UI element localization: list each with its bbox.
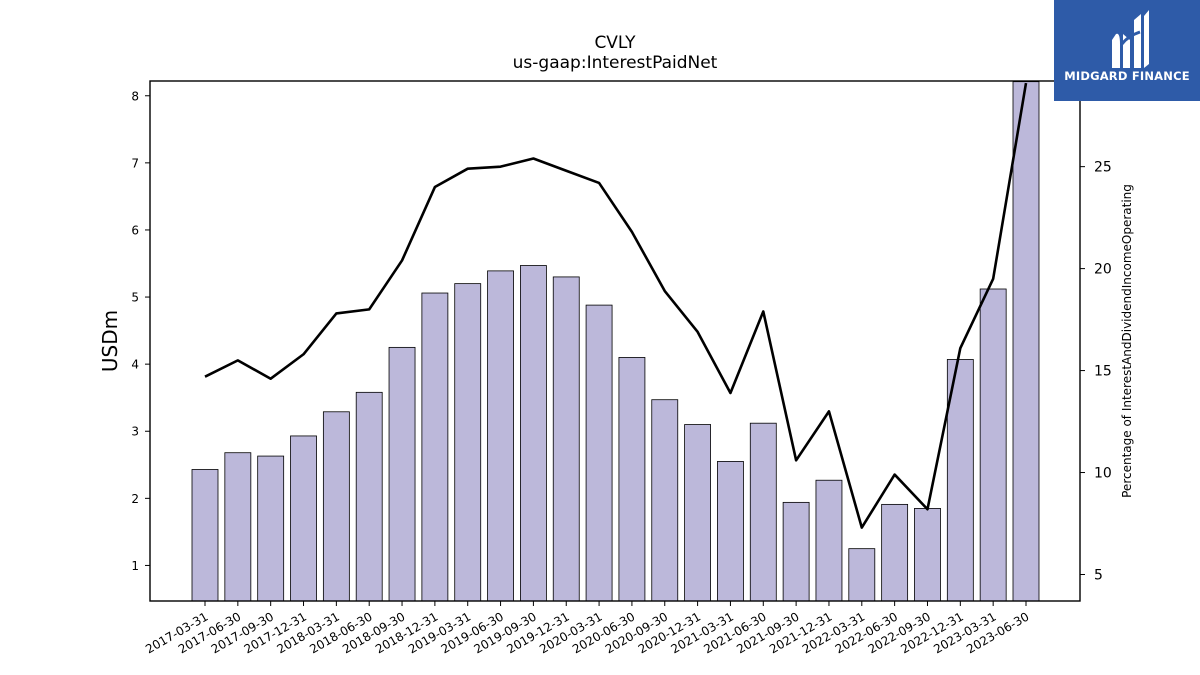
series-line [204,82,1028,529]
y2-axis-label: Percentage of InterestAndDividendIncomeO… [1120,184,1134,498]
bar [552,276,580,602]
bar [388,346,416,602]
y-tick-label: 8 [131,89,139,103]
bar [684,424,711,602]
y2-tick-label: 15 [1094,364,1112,380]
y2-tick-label: 5 [1094,567,1103,583]
bar [782,501,810,602]
y-tick-label: 4 [131,358,139,372]
bar [290,435,317,602]
y2-tick-label: 25 [1094,160,1112,176]
bar [487,270,514,602]
chart-subtitle: us-gaap:InterestPaidNet [512,53,718,73]
y-tick-label: 1 [131,559,139,573]
plot-frame [149,80,1081,602]
midgard-finance-logo: MIDGARD FINANCE [1054,0,1200,101]
bar [651,399,679,602]
bar [749,422,777,602]
bar [979,288,1007,602]
chart-title: CVLY [594,33,636,53]
bar [815,479,843,602]
logo-text: MIDGARD FINANCE [1064,69,1190,83]
logo-mark-icon [1112,10,1149,68]
bar [848,548,876,602]
y2-tick-label: 10 [1094,466,1112,482]
bar [257,455,285,602]
bar [191,469,219,602]
y2-tick-label: 20 [1094,262,1112,278]
bar [454,283,482,602]
y-tick-label: 7 [131,156,139,170]
bar [946,359,974,602]
y-tick-label: 3 [131,425,139,439]
bar [618,357,646,602]
y-tick-label: 6 [131,223,139,237]
bar [520,265,547,602]
y-tick-label: 5 [131,291,139,305]
y-tick-label: 2 [131,492,139,506]
bar [224,452,252,602]
bar [717,461,744,602]
bar [585,304,613,602]
bar [914,508,941,602]
bar [322,411,350,602]
bar [881,503,909,602]
y-axis-label: USDm [98,310,122,372]
bar [1012,81,1040,602]
bar [355,391,383,602]
bar [421,292,449,602]
